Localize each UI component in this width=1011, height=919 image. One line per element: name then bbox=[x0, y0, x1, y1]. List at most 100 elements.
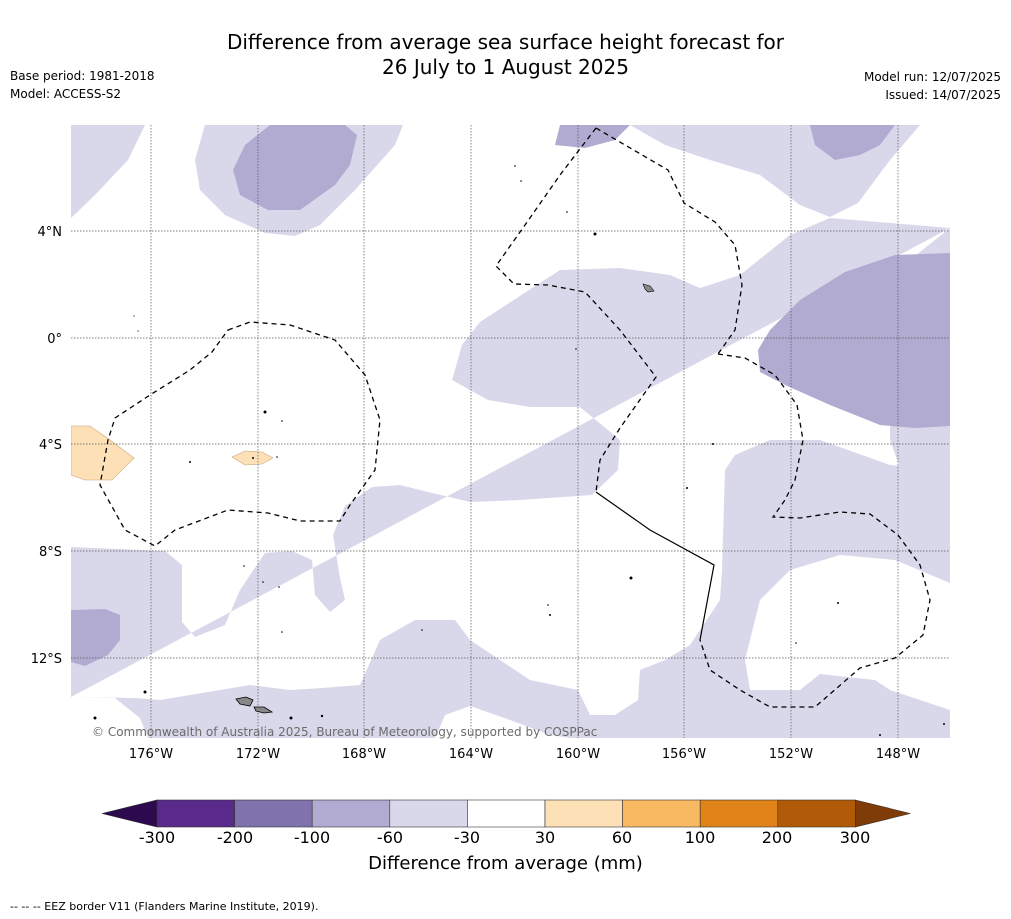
island-dot bbox=[566, 211, 568, 213]
maritime-boundary-solid bbox=[595, 491, 715, 641]
island-dot bbox=[263, 410, 267, 414]
eez-tokelau bbox=[595, 127, 743, 355]
island-dot bbox=[575, 348, 577, 350]
colorbar-swatch bbox=[311, 799, 391, 828]
island-dot bbox=[943, 723, 945, 725]
medium-region-south-west bbox=[71, 609, 120, 666]
longitude-labels: 176°W 172°W 168°W 164°W 160°W 156°W 152°… bbox=[129, 747, 920, 762]
copyright-notice: © Commonwealth of Australia 2025, Bureau… bbox=[92, 725, 597, 739]
light-region-nw bbox=[71, 125, 145, 218]
anomaly-medium-regions bbox=[71, 125, 950, 666]
cbar-tick-label: 60 bbox=[611, 828, 633, 847]
lon-label-164w: 164°W bbox=[449, 747, 493, 762]
island-dot bbox=[686, 487, 688, 489]
medium-region-north-centre bbox=[555, 125, 630, 148]
lon-label-148w: 148°W bbox=[876, 747, 920, 762]
island-dot bbox=[262, 581, 264, 583]
cbar-tick-label: -30 bbox=[453, 828, 481, 847]
colorbar-swatch bbox=[156, 799, 235, 828]
colorbar-label: Difference from average (mm) bbox=[368, 853, 643, 874]
colorbar-swatch bbox=[234, 799, 313, 828]
islands bbox=[93, 165, 945, 736]
eez-tokelau-west bbox=[495, 127, 657, 493]
colorbar-extend-min bbox=[101, 799, 158, 828]
graticule bbox=[71, 125, 950, 738]
island-dot bbox=[549, 614, 551, 616]
cbar-tick-label: -60 bbox=[376, 828, 404, 847]
island-dot bbox=[520, 180, 522, 182]
light-region-main bbox=[71, 218, 950, 738]
island-dot bbox=[837, 602, 839, 604]
island-dot bbox=[421, 629, 423, 631]
island-dot bbox=[143, 690, 147, 694]
lat-label-0: 0° bbox=[47, 332, 62, 347]
cbar-tick-label: 100 bbox=[684, 828, 716, 847]
island-dot bbox=[281, 631, 283, 633]
medium-region-north-east bbox=[810, 125, 895, 160]
model-run: Model run: 12/07/2025 bbox=[863, 70, 1001, 84]
colorbar-swatch bbox=[389, 799, 468, 828]
island-dot bbox=[252, 457, 254, 459]
colorbar bbox=[101, 799, 911, 828]
colorbar-swatch bbox=[699, 799, 779, 828]
meta-left: Base period: 1981-2018 Model: ACCESS-S2 bbox=[10, 67, 155, 103]
lon-label-160w: 160°W bbox=[556, 747, 600, 762]
lat-label-12s: 12°S bbox=[31, 652, 62, 667]
lat-label-8s: 8°S bbox=[39, 545, 62, 560]
cbar-tick-label: -200 bbox=[216, 828, 254, 847]
island-christmas bbox=[642, 283, 655, 293]
island-upolu bbox=[253, 706, 274, 714]
island-dot bbox=[795, 642, 797, 644]
island-dot bbox=[320, 714, 324, 718]
island-dot bbox=[93, 716, 97, 720]
eez-samoa-region bbox=[99, 321, 381, 547]
lon-label-176w: 176°W bbox=[129, 747, 173, 762]
issued-date: Issued: 14/07/2025 bbox=[885, 88, 1001, 102]
island-dot bbox=[547, 604, 549, 606]
cbar-tick-label: -300 bbox=[138, 828, 176, 847]
lon-label-156w: 156°W bbox=[662, 747, 706, 762]
colorbar-swatch bbox=[544, 799, 623, 828]
lon-label-172w: 172°W bbox=[236, 747, 280, 762]
island-dot bbox=[879, 734, 881, 736]
island-savaii bbox=[235, 696, 254, 707]
island-dot bbox=[243, 565, 245, 567]
lat-label-4n: 4°N bbox=[38, 225, 63, 240]
eez-cook-islands bbox=[699, 353, 931, 708]
island-dot bbox=[276, 456, 278, 458]
colorbar-swatch bbox=[622, 799, 701, 828]
island-dot bbox=[514, 165, 516, 167]
title-line-1: Difference from average sea surface heig… bbox=[226, 30, 785, 54]
map-background bbox=[71, 125, 950, 738]
island-dot bbox=[593, 232, 597, 236]
map-title: Difference from average sea surface heig… bbox=[0, 30, 1011, 80]
eez-borders bbox=[99, 127, 931, 708]
cbar-tick-label: -100 bbox=[293, 828, 331, 847]
colorbar-extend-max bbox=[855, 799, 911, 828]
island-dot bbox=[289, 716, 293, 720]
island-dot bbox=[278, 586, 280, 588]
model-name: Model: ACCESS-S2 bbox=[10, 87, 122, 101]
title-line-2: 26 July to 1 August 2025 bbox=[382, 55, 629, 79]
light-region-north-east bbox=[488, 125, 920, 217]
island-dot bbox=[712, 443, 714, 445]
island-dot bbox=[137, 330, 139, 332]
positive-region-west bbox=[71, 425, 135, 481]
base-period: Base period: 1981-2018 bbox=[10, 69, 155, 83]
meta-right: Model run: 12/07/2025 Issued: 14/07/2025 bbox=[864, 68, 1001, 104]
island-dot bbox=[281, 420, 283, 422]
eez-footnote: -- -- -- EEZ border V11 (Flanders Marine… bbox=[10, 900, 319, 913]
lon-label-168w: 168°W bbox=[342, 747, 386, 762]
island-dot bbox=[629, 576, 633, 580]
lat-label-4s: 4°S bbox=[39, 438, 62, 453]
island-dot bbox=[189, 461, 191, 463]
lon-label-152w: 152°W bbox=[769, 747, 813, 762]
latitude-labels: 4°N 0° 4°S 8°S 12°S bbox=[31, 225, 62, 667]
cbar-tick-label: 200 bbox=[761, 828, 793, 847]
cbar-tick-label: 30 bbox=[534, 828, 556, 847]
medium-region-east bbox=[758, 253, 950, 428]
map-area bbox=[71, 125, 950, 738]
medium-region-north-west bbox=[233, 125, 357, 210]
cbar-tick-label: 300 bbox=[839, 828, 871, 847]
